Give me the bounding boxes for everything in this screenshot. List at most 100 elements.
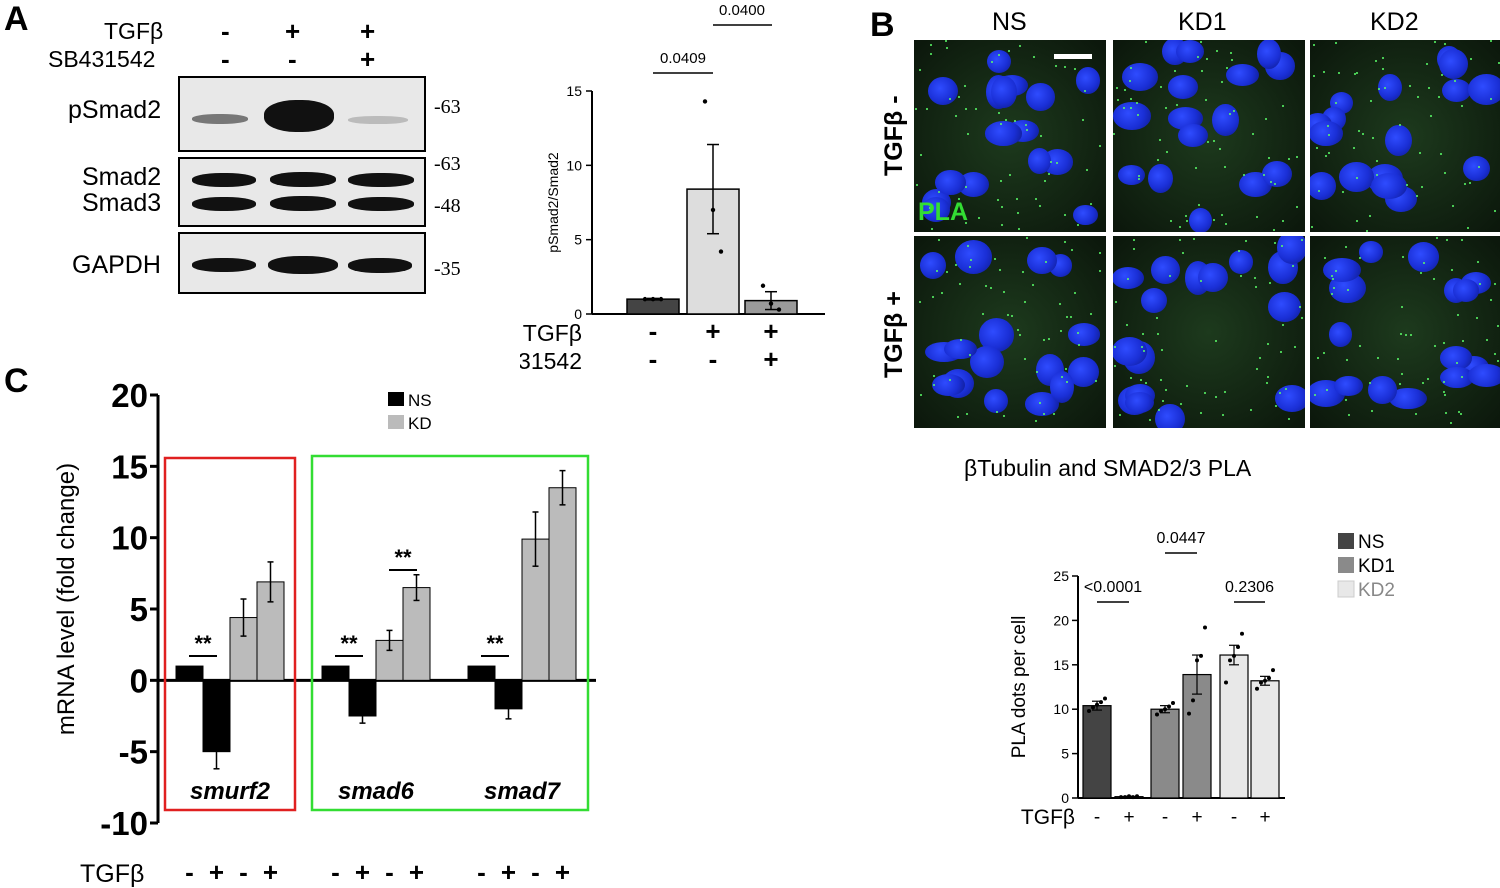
gene-label: smad6	[338, 778, 415, 805]
y-tick-label: 0	[130, 662, 148, 699]
data-point	[1240, 631, 1244, 636]
chart-b-pla: 0 5 10 15 20 25 PLA dots per cell - + - + - + TGFβ <0.…	[1009, 530, 1395, 829]
sig-stars: **	[340, 631, 358, 656]
x-sign: -	[477, 857, 486, 887]
data-point	[1195, 658, 1199, 663]
x-sign: +	[1123, 807, 1134, 828]
nucleus	[1113, 337, 1148, 366]
nucleus	[1440, 346, 1473, 370]
pla-dot	[1070, 316, 1073, 319]
pla-dot	[1312, 44, 1315, 47]
data-point	[658, 296, 664, 302]
pla-dot	[1044, 180, 1047, 183]
microscopy-caption: βTubulin and SMAD2/3 PLA	[964, 455, 1252, 481]
pla-dot	[1142, 349, 1145, 352]
y-tick-label: 20	[111, 377, 148, 414]
pla-dot	[1346, 289, 1349, 292]
band-label-smad3: Smad3	[82, 189, 162, 217]
pla-dot	[1256, 215, 1259, 218]
pla-dot	[1148, 419, 1151, 422]
pla-dot	[1024, 357, 1027, 360]
y-tick-label: 5	[130, 591, 148, 628]
pla-dot	[1268, 282, 1271, 285]
data-point	[1187, 711, 1191, 716]
data-point	[1099, 700, 1103, 705]
nucleus	[931, 373, 966, 396]
pla-dot	[1215, 340, 1218, 343]
data-point	[1259, 680, 1263, 685]
pla-dot	[1113, 132, 1116, 135]
pla-dot	[1179, 403, 1182, 406]
data-point	[1155, 712, 1159, 717]
pla-dot	[1266, 342, 1269, 345]
pla-dot	[1334, 101, 1337, 104]
pla-dot	[1164, 389, 1167, 392]
pla-dot	[1203, 391, 1206, 394]
pla-dot	[1038, 402, 1041, 405]
pla-dot	[1428, 87, 1431, 90]
pla-dot	[1221, 413, 1224, 416]
pla-dot	[1035, 370, 1038, 373]
pla-dot	[1267, 156, 1270, 159]
nucleus	[1359, 240, 1384, 264]
pla-dot	[1010, 314, 1013, 317]
nucleus	[1121, 62, 1159, 91]
pla-dot	[1274, 404, 1277, 407]
pla-dot	[1184, 215, 1187, 218]
pla-dot	[1369, 99, 1372, 102]
pla-dot	[1416, 96, 1419, 99]
pla-dot	[1138, 174, 1141, 177]
band-label-psmad2: pSmad2	[68, 96, 162, 124]
pla-dot	[1451, 268, 1454, 271]
band	[192, 258, 256, 272]
nucleus	[1441, 78, 1471, 103]
pla-dot	[1064, 240, 1067, 243]
y-tick-label: 10	[1053, 701, 1069, 717]
pla-dot	[1477, 260, 1480, 263]
pla-dot	[1024, 300, 1027, 303]
pla-dot	[928, 207, 931, 210]
pla-dot	[1129, 97, 1132, 100]
pla-dot	[1272, 229, 1275, 231]
x-sign-sb: +	[763, 344, 778, 374]
scale-bar	[1054, 54, 1092, 59]
pla-dot	[967, 244, 970, 247]
y-tick-label: -5	[119, 734, 148, 771]
pla-dot	[1401, 372, 1404, 375]
pla-dot	[1162, 400, 1165, 403]
pla-dot	[1032, 56, 1035, 59]
pla-dot	[1042, 339, 1045, 342]
pla-dot	[1355, 177, 1358, 180]
pla-dot	[1455, 362, 1458, 365]
pla-dot	[1215, 49, 1218, 52]
data-point	[1103, 696, 1107, 701]
pla-dot	[1185, 385, 1188, 388]
pla-dot	[1444, 411, 1447, 414]
legend-swatch	[388, 415, 404, 429]
pla-dot	[1335, 42, 1338, 45]
pla-dot	[990, 60, 993, 63]
pla-dot	[1145, 382, 1148, 385]
pla-dot	[964, 221, 967, 224]
pla-dot	[997, 54, 1000, 57]
pla-dot	[1045, 261, 1048, 264]
pla-dot	[1365, 229, 1368, 232]
pla-dot	[1082, 118, 1085, 121]
pla-dot	[936, 210, 939, 213]
pla-dot	[1378, 87, 1381, 90]
pla-dot	[1422, 261, 1425, 264]
pla-dot	[1285, 388, 1288, 391]
blot-tgfb-sign: +	[360, 16, 376, 46]
nucleus	[1371, 173, 1408, 199]
data-point	[1163, 707, 1167, 712]
pla-dot	[1338, 71, 1341, 74]
pla-dot	[1076, 331, 1079, 334]
x-sign: +	[1259, 807, 1270, 828]
pla-dot	[1331, 293, 1334, 296]
microscopy-tile	[914, 40, 1106, 232]
pla-dot	[1444, 393, 1447, 396]
y-tick-label: 10	[566, 157, 582, 173]
pla-dot	[1410, 333, 1413, 336]
pla-dot	[1325, 388, 1328, 391]
data-point	[760, 283, 766, 288]
